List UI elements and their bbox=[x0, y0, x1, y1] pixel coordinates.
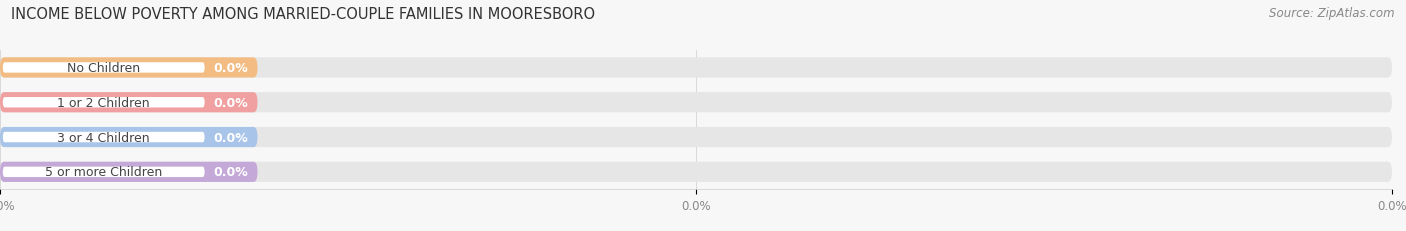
FancyBboxPatch shape bbox=[0, 58, 257, 78]
FancyBboxPatch shape bbox=[0, 93, 257, 113]
FancyBboxPatch shape bbox=[0, 93, 1392, 113]
FancyBboxPatch shape bbox=[0, 162, 257, 182]
Text: 0.0%: 0.0% bbox=[214, 96, 249, 109]
FancyBboxPatch shape bbox=[0, 128, 1392, 148]
Text: No Children: No Children bbox=[67, 62, 141, 75]
FancyBboxPatch shape bbox=[0, 162, 1392, 182]
Text: Source: ZipAtlas.com: Source: ZipAtlas.com bbox=[1270, 7, 1395, 20]
Text: 0.0%: 0.0% bbox=[214, 166, 249, 179]
Text: INCOME BELOW POVERTY AMONG MARRIED-COUPLE FAMILIES IN MOORESBORO: INCOME BELOW POVERTY AMONG MARRIED-COUPL… bbox=[11, 7, 595, 22]
FancyBboxPatch shape bbox=[3, 167, 205, 177]
Text: 0.0%: 0.0% bbox=[214, 62, 249, 75]
Text: 3 or 4 Children: 3 or 4 Children bbox=[58, 131, 150, 144]
FancyBboxPatch shape bbox=[3, 63, 205, 73]
FancyBboxPatch shape bbox=[0, 58, 1392, 78]
Text: 0.0%: 0.0% bbox=[214, 131, 249, 144]
Text: 1 or 2 Children: 1 or 2 Children bbox=[58, 96, 150, 109]
FancyBboxPatch shape bbox=[3, 132, 205, 143]
FancyBboxPatch shape bbox=[3, 98, 205, 108]
FancyBboxPatch shape bbox=[0, 128, 257, 148]
Text: 5 or more Children: 5 or more Children bbox=[45, 166, 162, 179]
